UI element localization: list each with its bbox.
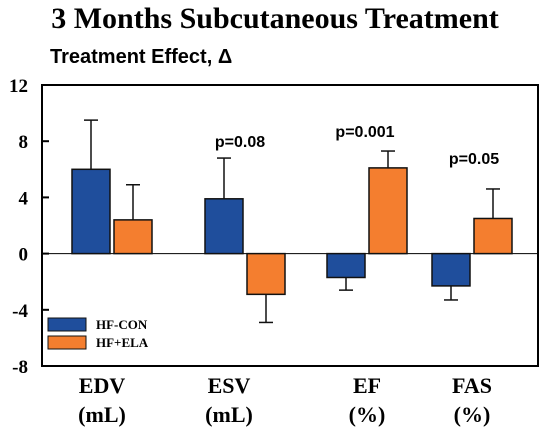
y-tick-label: 8 [19, 132, 29, 153]
bar-hf-con-fas [431, 252, 471, 287]
chart-title: 3 Months Subcutaneous Treatment [51, 2, 499, 35]
category-unit-label: (mL) [78, 402, 126, 427]
category-label: EF [353, 373, 381, 398]
legend-swatch [47, 335, 87, 350]
bar-hf-ela-ef [368, 167, 408, 255]
bars [71, 119, 513, 324]
bar-hf-ela-fas [473, 217, 513, 255]
y-tick-label: 4 [19, 188, 29, 209]
legend-label: HF+ELA [96, 335, 149, 350]
p-value-annotation: p=0.001 [335, 124, 394, 141]
category-unit-label: (%) [349, 402, 386, 427]
bar-hf-ela-edv [113, 219, 153, 255]
category-label: EDV [79, 373, 126, 398]
y-tick-label: 0 [19, 245, 29, 266]
category-label: FAS [452, 373, 492, 398]
plot-frame [41, 84, 539, 367]
bar-hf-con-ef [326, 252, 366, 279]
category-labels: EDV (mL) ESV (mL) EF (%) FAS (%) [78, 373, 492, 427]
y-tick-label: 12 [9, 76, 28, 97]
category-label: ESV [208, 373, 251, 398]
bar-hf-ela-esv [246, 252, 286, 296]
legend-swatch [47, 317, 87, 332]
legend: HF-CON HF+ELA [47, 317, 149, 350]
y-tick-label: -8 [12, 357, 28, 378]
bar-hf-con-edv [71, 168, 111, 255]
category-unit-label: (mL) [205, 402, 253, 427]
chart-subtitle: Treatment Effect, Δ [50, 46, 232, 68]
bar-hf-con-esv [204, 198, 244, 255]
p-value-annotation: p=0.08 [215, 134, 265, 151]
annotations: p=0.08 p=0.001 p=0.05 [215, 124, 499, 168]
y-tick-label: -4 [12, 301, 28, 322]
p-value-annotation: p=0.05 [449, 151, 499, 168]
category-unit-label: (%) [454, 402, 491, 427]
legend-label: HF-CON [96, 317, 148, 332]
